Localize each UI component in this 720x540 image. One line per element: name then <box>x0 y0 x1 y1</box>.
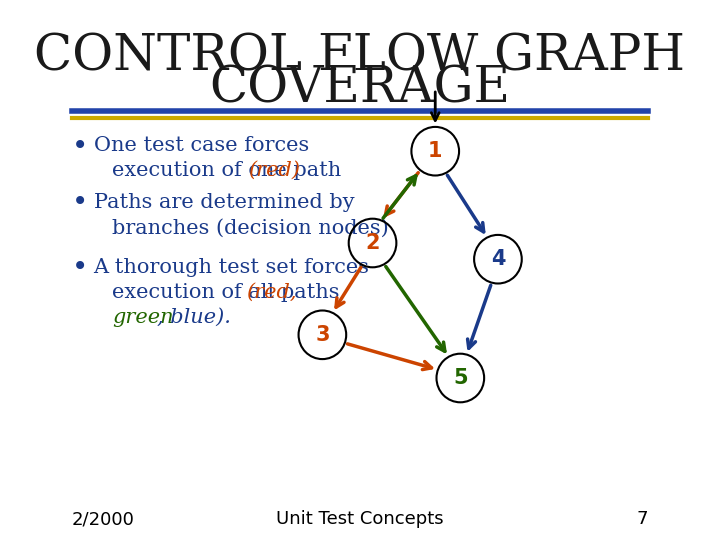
Text: 2: 2 <box>365 233 379 253</box>
Text: 3: 3 <box>315 325 330 345</box>
Text: execution of one path: execution of one path <box>112 160 348 180</box>
Text: CONTROL FLOW GRAPH: CONTROL FLOW GRAPH <box>35 32 685 82</box>
Text: A thorough test set forces: A thorough test set forces <box>94 258 369 277</box>
Text: Unit Test Concepts: Unit Test Concepts <box>276 510 444 529</box>
Text: execution of all paths: execution of all paths <box>112 283 346 302</box>
Text: (red,: (red, <box>246 283 297 302</box>
Text: (red): (red) <box>248 160 300 180</box>
Text: Paths are determined by: Paths are determined by <box>94 193 354 212</box>
Text: •: • <box>71 253 88 281</box>
Text: 4: 4 <box>491 249 505 269</box>
Text: 5: 5 <box>453 368 467 388</box>
Text: •: • <box>71 132 88 160</box>
Text: 7: 7 <box>637 510 649 529</box>
Text: One test case forces: One test case forces <box>94 136 309 156</box>
Text: green: green <box>112 308 174 327</box>
Text: branches (decision nodes): branches (decision nodes) <box>112 218 389 238</box>
Text: •: • <box>71 188 88 217</box>
Text: 1: 1 <box>428 141 443 161</box>
Text: , blue).: , blue). <box>158 308 231 327</box>
Text: 2/2000: 2/2000 <box>71 510 135 529</box>
Text: COVERAGE: COVERAGE <box>210 64 510 114</box>
